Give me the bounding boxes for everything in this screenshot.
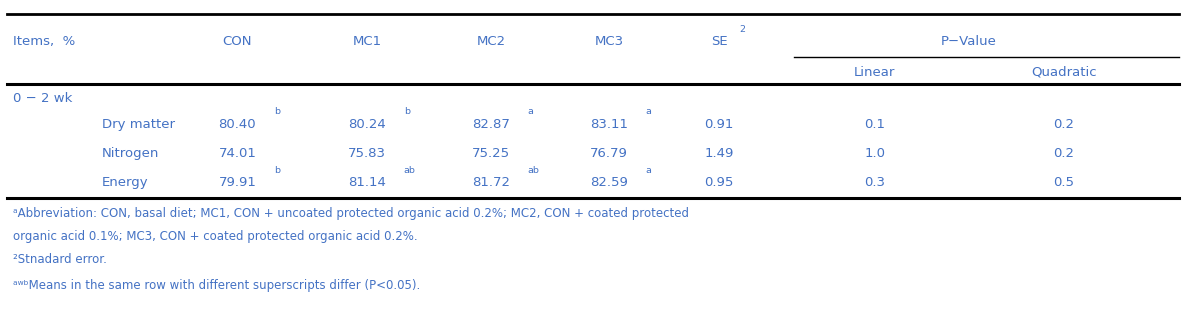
Text: 81.72: 81.72 xyxy=(472,176,510,189)
Text: CON: CON xyxy=(222,35,252,48)
Text: 0.95: 0.95 xyxy=(704,176,733,189)
Text: a: a xyxy=(646,108,652,117)
Text: 0.91: 0.91 xyxy=(704,118,733,131)
Text: 2: 2 xyxy=(739,24,745,33)
Text: a: a xyxy=(528,108,534,117)
Text: MC2: MC2 xyxy=(477,35,506,48)
Text: b: b xyxy=(403,108,409,117)
Text: b: b xyxy=(274,108,280,117)
Text: 0.2: 0.2 xyxy=(1053,147,1074,160)
Text: Quadratic: Quadratic xyxy=(1030,65,1097,78)
Text: 82.87: 82.87 xyxy=(472,118,510,131)
Text: 80.40: 80.40 xyxy=(219,118,257,131)
Text: ab: ab xyxy=(403,166,415,175)
Text: a: a xyxy=(646,166,652,175)
Text: ²Stnadard error.: ²Stnadard error. xyxy=(13,253,108,266)
Text: Linear: Linear xyxy=(854,65,896,78)
Text: 79.91: 79.91 xyxy=(219,176,257,189)
Text: 0.3: 0.3 xyxy=(865,176,885,189)
Text: 0.1: 0.1 xyxy=(865,118,885,131)
Text: P−Value: P−Value xyxy=(942,35,997,48)
Text: 81.14: 81.14 xyxy=(348,176,386,189)
Text: b: b xyxy=(274,166,280,175)
Text: Energy: Energy xyxy=(102,176,148,189)
Text: 1.0: 1.0 xyxy=(865,147,885,160)
Text: organic acid 0.1%; MC3, CON + coated protected organic acid 0.2%.: organic acid 0.1%; MC3, CON + coated pro… xyxy=(13,230,418,243)
Text: 0 − 2 wk: 0 − 2 wk xyxy=(13,92,72,105)
Text: ab: ab xyxy=(528,166,539,175)
Text: 82.59: 82.59 xyxy=(590,176,628,189)
Text: 75.25: 75.25 xyxy=(472,147,510,160)
Text: 0.5: 0.5 xyxy=(1053,176,1074,189)
Text: ᵃʷᵇMeans in the same row with different superscripts differ (P<0.05).: ᵃʷᵇMeans in the same row with different … xyxy=(13,279,420,292)
Text: Dry matter: Dry matter xyxy=(102,118,175,131)
Text: 80.24: 80.24 xyxy=(348,118,386,131)
Text: ᵃAbbreviation: CON, basal diet; MC1, CON + uncoated protected organic acid 0.2%;: ᵃAbbreviation: CON, basal diet; MC1, CON… xyxy=(13,207,690,220)
Text: 83.11: 83.11 xyxy=(590,118,628,131)
Text: SE: SE xyxy=(711,35,728,48)
Text: MC3: MC3 xyxy=(595,35,623,48)
Text: 76.79: 76.79 xyxy=(590,147,628,160)
Text: 1.49: 1.49 xyxy=(704,147,733,160)
Text: 74.01: 74.01 xyxy=(219,147,257,160)
Text: Items,  %: Items, % xyxy=(13,35,76,48)
Text: MC1: MC1 xyxy=(353,35,382,48)
Text: 75.83: 75.83 xyxy=(348,147,387,160)
Text: Nitrogen: Nitrogen xyxy=(102,147,159,160)
Text: 0.2: 0.2 xyxy=(1053,118,1074,131)
